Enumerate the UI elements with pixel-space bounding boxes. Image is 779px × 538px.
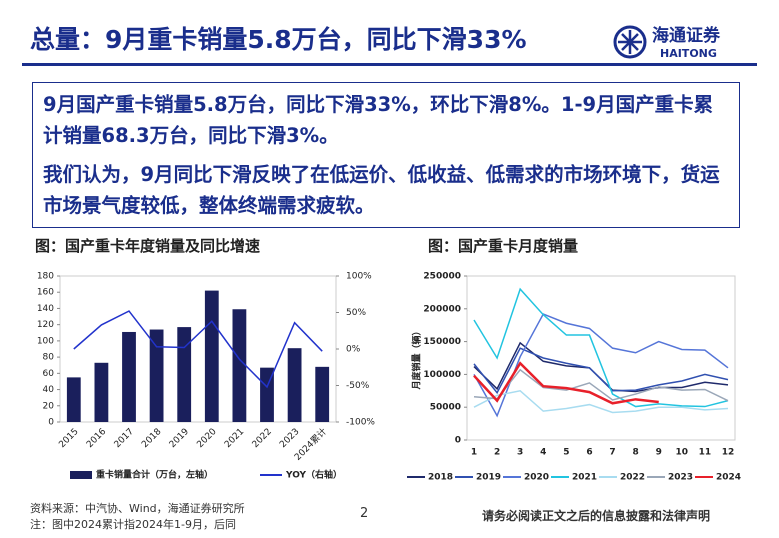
x-tick-label: 11 <box>699 448 712 458</box>
x-tick-label: 12 <box>722 448 735 458</box>
bar <box>66 377 81 422</box>
x-tick-label: 10 <box>676 448 689 458</box>
x-tick-label: 2021 <box>223 427 246 450</box>
x-tick-label: 2019 <box>168 427 191 450</box>
legend-label: 重卡销量合计（万台，左轴） <box>96 469 213 481</box>
x-tick-label: 2022 <box>251 427 274 450</box>
x-tick-label: 6 <box>586 448 592 458</box>
summary-text: 9月国产重卡销量5.8万台，同比下滑33%，环比下滑8%。1-9月国产重卡累计销… <box>43 93 714 147</box>
x-tick-label: 1 <box>471 448 477 458</box>
series-line <box>473 368 729 402</box>
bar <box>122 331 136 422</box>
x-tick-label: 3 <box>517 448 523 458</box>
series-line <box>73 310 323 389</box>
logo-cn: 海通证券 <box>652 25 721 46</box>
bar <box>287 348 302 422</box>
series-line <box>473 287 729 408</box>
legend-label: 2023 <box>668 473 693 483</box>
note: 注：图中2024累计指2024年1-9月，后同 <box>30 518 236 531</box>
logo: 海通证券 HAITONG <box>613 25 721 60</box>
bar <box>260 367 274 422</box>
source: 资料来源：中汽协、Wind，海通证券研究所 <box>30 502 245 515</box>
y-axis-label: 月度销量（辆） <box>411 326 423 390</box>
series-line <box>473 313 729 418</box>
chart: 0 20 40 60 80 100 120 140 160 180 -100% -50% 0% 50% 10… <box>37 272 376 481</box>
x-tick-label: 2016 <box>85 427 108 450</box>
legend-label: 2019 <box>476 473 501 483</box>
x-tick-label: 2023 <box>278 427 301 450</box>
x-tick-label: 2020 <box>195 427 218 450</box>
legend-label: 2021 <box>572 473 597 483</box>
bar <box>315 366 330 422</box>
x-tick-label: 7 <box>609 448 615 458</box>
y-tick-label: 150000 <box>423 337 461 347</box>
legend-label: 2018 <box>428 473 453 483</box>
x-tick-label: 5 <box>563 448 569 458</box>
y-tick-label: 180 <box>37 272 54 282</box>
y2-tick-label: 0% <box>346 345 361 355</box>
title-rule <box>22 63 757 66</box>
x-tick-label: 2015 <box>57 427 80 450</box>
y-tick-label: 250000 <box>423 272 461 282</box>
y-tick-label: 50000 <box>430 403 461 413</box>
series-line <box>473 347 729 395</box>
y-tick-label: 20 <box>43 401 55 411</box>
x-tick-label: 4 <box>540 448 546 458</box>
legend-label: 2022 <box>620 473 645 483</box>
bar <box>94 362 109 422</box>
legend-swatch <box>70 471 92 479</box>
y-tick-label: 200000 <box>423 304 461 314</box>
x-tick-label: 8 <box>633 448 639 458</box>
y-tick-label: 0 <box>455 436 461 446</box>
x-tick-label: 2017 <box>113 427 136 450</box>
y2-tick-label: 100% <box>346 272 372 282</box>
legend-label: 2024 <box>716 473 741 483</box>
series-line <box>473 389 729 414</box>
legend-label: YOY（右轴） <box>285 469 342 481</box>
bar <box>149 329 164 422</box>
summary-box: 9月国产重卡销量5.8万台，同比下滑33%，环比下滑8%。1-9月国产重卡累计销… <box>32 82 740 228</box>
y-tick-label: 80 <box>43 353 55 363</box>
y-tick-label: 40 <box>43 385 55 395</box>
bar <box>204 290 219 422</box>
chart-title: 图：国产重卡月度销量 <box>428 237 579 255</box>
y2-tick-label: -100% <box>346 418 375 428</box>
y-tick-label: 60 <box>43 369 55 379</box>
y-tick-label: 0 <box>48 418 54 428</box>
y-tick-label: 100 <box>37 336 54 346</box>
page-number: 2 <box>360 506 369 521</box>
x-tick-label: 2 <box>494 448 500 458</box>
summary-text: 我们认为，9月同比下滑反映了在低运价、低收益、低需求的市场环境下，货运市场景气度… <box>43 163 720 217</box>
y-tick-label: 120 <box>37 320 54 330</box>
y-tick-label: 100000 <box>423 370 461 380</box>
x-tick-label: 9 <box>656 448 662 458</box>
plot-frame <box>466 275 736 441</box>
y-tick-label: 160 <box>37 288 54 298</box>
legend-label: 2020 <box>524 473 549 483</box>
y-tick-label: 140 <box>37 304 54 314</box>
slide-title: 总量：9月重卡销量5.8万台，同比下滑33% <box>30 25 527 54</box>
bar <box>232 309 247 422</box>
logo-en: HAITONG <box>660 47 717 60</box>
disclaimer: 请务必阅读正文之后的信息披露和法律声明 <box>482 509 711 523</box>
bar <box>177 327 192 422</box>
chart-title: 图：国产重卡年度销量及同比增速 <box>35 237 261 255</box>
y2-tick-label: 50% <box>346 308 366 318</box>
series-line <box>473 361 659 405</box>
x-tick-label: 2018 <box>140 427 163 450</box>
y2-tick-label: -50% <box>346 381 370 391</box>
